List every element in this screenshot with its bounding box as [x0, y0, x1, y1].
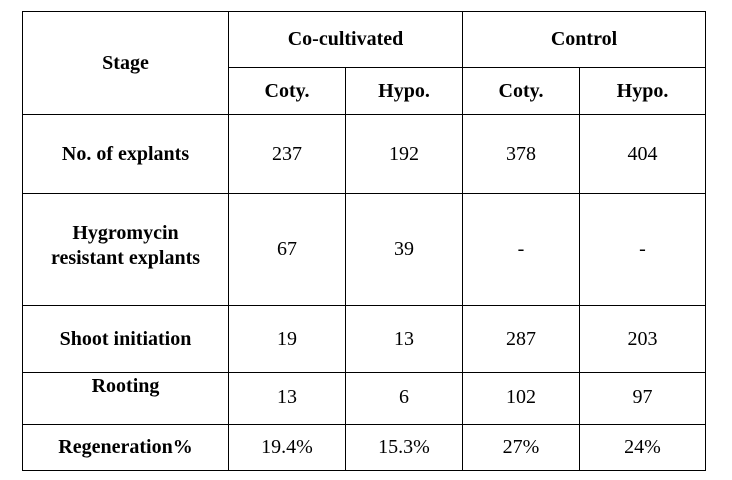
table-cell: 19.4%: [228, 424, 346, 471]
table-row: Shoot initiation 19 13 287 203: [22, 305, 707, 373]
stage-header: Stage: [22, 11, 229, 115]
table-cell: 192: [344, 114, 464, 194]
co-cultivated-hypo-header: Hypo.: [344, 67, 464, 115]
table-cell: 39: [344, 193, 464, 306]
table-cell: 24%: [579, 424, 707, 471]
table-row: Hygromycin resistant explants 67 39 - -: [22, 193, 707, 306]
control-hypo-header: Hypo.: [579, 67, 707, 115]
table-cell: 15.3%: [344, 424, 464, 471]
table-cell: 13: [228, 372, 346, 425]
row-label-hygromycin: Hygromycin resistant explants: [22, 193, 229, 306]
table-cell: 102: [462, 372, 581, 425]
row-label-regeneration: Regeneration%: [22, 424, 229, 471]
table-cell: 13: [344, 305, 464, 373]
header-row: Stage Co-cultivated Control: [22, 11, 707, 115]
row-label-line: Hygromycin: [72, 222, 179, 244]
table-cell: 203: [579, 305, 707, 373]
table-row: Regeneration% 19.4% 15.3% 27% 24%: [22, 424, 707, 471]
row-label-explants: No. of explants: [22, 114, 229, 194]
table-cell: -: [462, 193, 581, 306]
results-table: Stage Co-cultivated Control Coty. Hypo. …: [22, 11, 707, 471]
table-cell: 237: [228, 114, 346, 194]
table-cell: 19: [228, 305, 346, 373]
table-cell: 67: [228, 193, 346, 306]
row-label-rooting: Rooting: [22, 372, 229, 425]
row-label-line: resistant explants: [50, 247, 201, 269]
row-label-line: Rooting: [91, 375, 160, 397]
control-coty-header: Coty.: [462, 67, 581, 115]
table-cell: 27%: [462, 424, 581, 471]
co-cultivated-header: Co-cultivated: [227, 11, 464, 68]
table-cell: 378: [462, 114, 581, 194]
control-header: Control: [462, 11, 707, 68]
table-row: No. of explants 237 192 378 404: [22, 114, 707, 194]
table-cell: 6: [344, 372, 464, 425]
table-row: Rooting 13 6 102 97: [22, 372, 707, 425]
row-label-shoot: Shoot initiation: [22, 305, 229, 373]
table-cell: -: [579, 193, 707, 306]
table-cell: 287: [462, 305, 581, 373]
co-cultivated-coty-header: Coty.: [228, 67, 346, 115]
table-cell: 404: [579, 114, 707, 194]
sub-header-row: Coty. Hypo. Coty. Hypo.: [23, 67, 707, 115]
table-cell: 97: [579, 372, 707, 425]
